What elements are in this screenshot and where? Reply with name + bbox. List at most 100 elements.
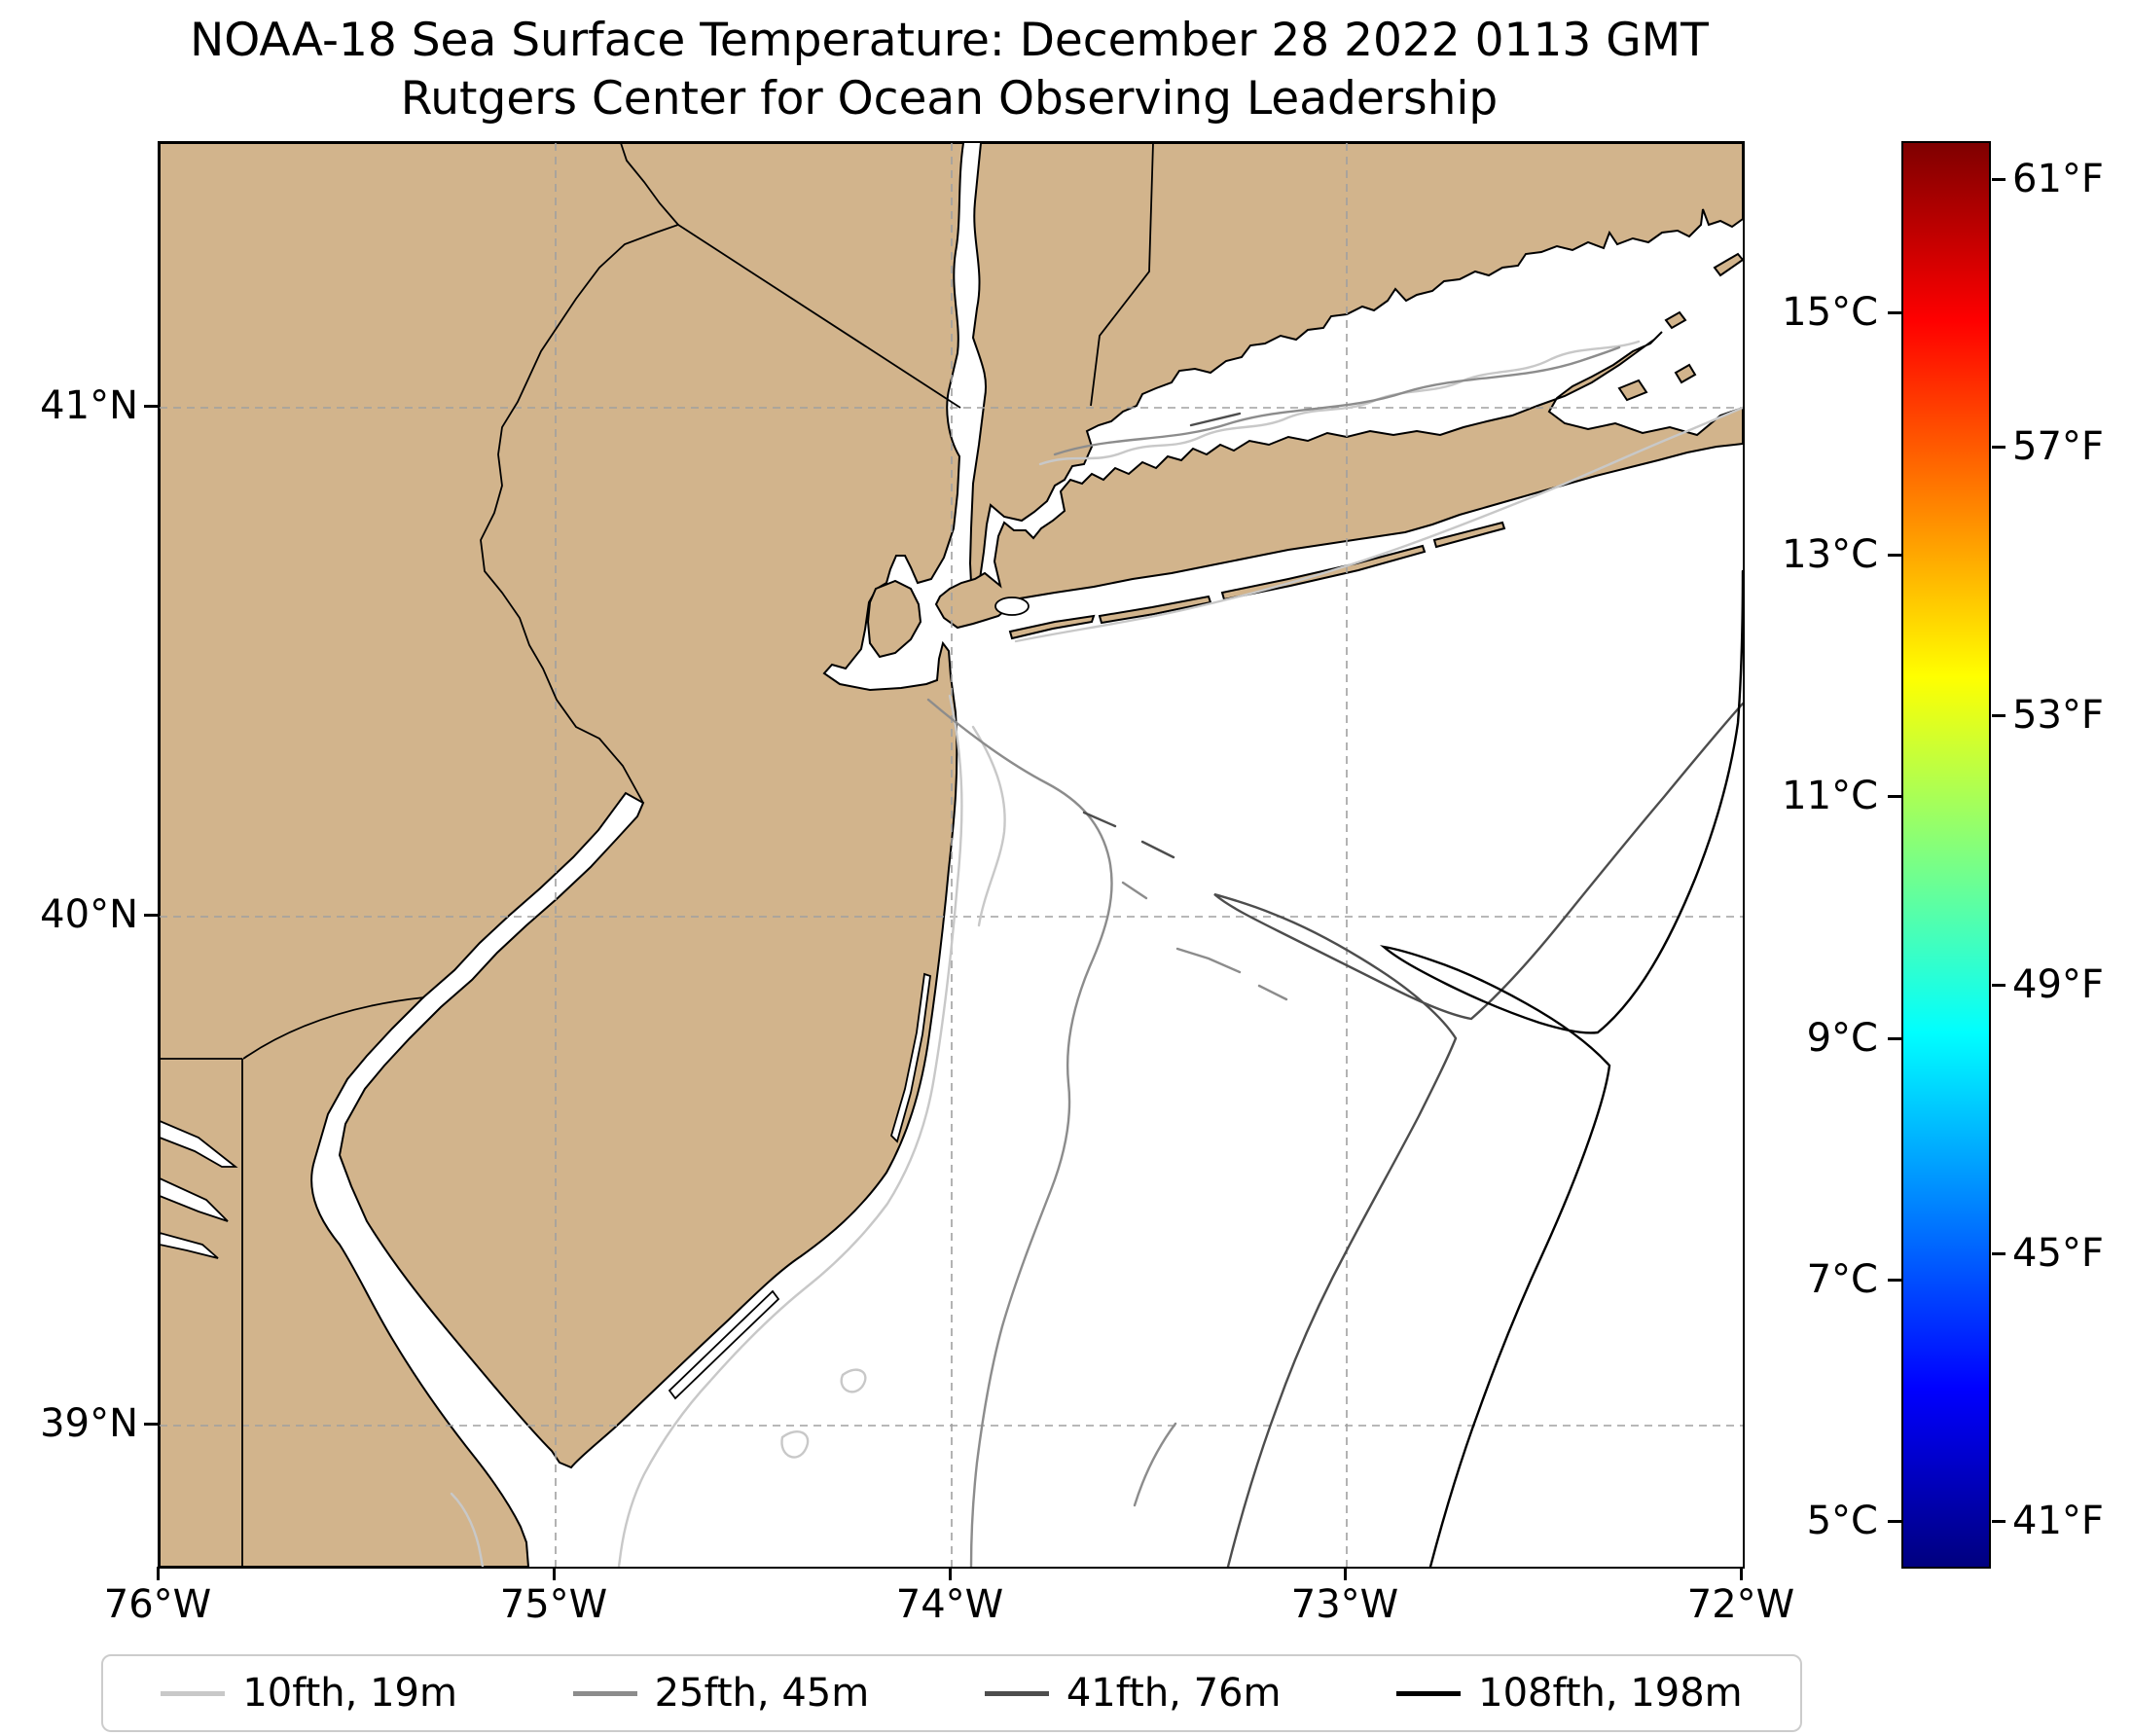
colorbar-tick-c — [1888, 554, 1901, 557]
y-axis-tick — [144, 405, 158, 408]
contour-10fth — [450, 1492, 485, 1567]
connecticut-mainland-coastline-path — [968, 143, 1743, 585]
colorbar-label-45f: 45°F — [2012, 1231, 2104, 1276]
y-tick-label-41n: 41°N — [40, 383, 138, 428]
contour-10fth — [617, 694, 963, 1567]
jamaica-bay — [994, 597, 1030, 616]
contour-41fth — [1082, 811, 1117, 828]
legend-label-108fth: 108fth, 198m — [1478, 1671, 1743, 1716]
x-tick-label-74w: 74°W — [895, 1582, 1004, 1627]
y-axis-tick — [144, 1423, 158, 1426]
x-tick-label-73w: 73°W — [1290, 1582, 1399, 1627]
colorbar-label-49f: 49°F — [2012, 962, 2104, 1007]
colorbar-label-11c: 11°C — [1782, 774, 1878, 818]
y-axis-tick — [144, 914, 158, 917]
inland-water-layer — [160, 597, 1030, 1400]
x-axis-tick — [1344, 1567, 1347, 1580]
colorbar-label-61f: 61°F — [2012, 157, 2104, 201]
contour-25fth — [1257, 984, 1288, 1001]
colorbar-label-15c: 15°C — [1782, 290, 1878, 335]
contour-10fth — [780, 1430, 810, 1459]
x-tick-label-72w: 72°W — [1686, 1582, 1795, 1627]
map-plot-area — [158, 141, 1745, 1569]
colorbar-tick-f — [1992, 1520, 2006, 1523]
contour-25fth — [1121, 881, 1148, 900]
colorbar-label-57f: 57°F — [2012, 424, 2104, 469]
barrier-island — [1008, 614, 1096, 640]
legend-label-41fth: 41fth, 76m — [1066, 1671, 1282, 1716]
barrier-island — [1098, 595, 1212, 625]
island — [1674, 363, 1697, 384]
barnegat-bay-lagoon — [889, 972, 931, 1143]
colorbar-tick-f — [1992, 446, 2006, 449]
contour-10fth — [971, 725, 1006, 927]
figure-title-block: NOAA-18 Sea Surface Temperature: Decembe… — [158, 12, 1741, 128]
legend-item-25fth: 25fth, 45m — [572, 1671, 870, 1716]
md-de-border — [160, 996, 425, 1567]
x-axis-tick — [157, 1567, 160, 1580]
contour-25fth — [926, 698, 1113, 1567]
island — [1664, 310, 1687, 330]
contour-25fth — [1133, 1422, 1177, 1507]
legend-line-108fth — [1396, 1690, 1462, 1696]
land-layer — [160, 143, 1743, 1567]
barrier-island — [1432, 521, 1506, 549]
colorbar-tick-c — [1888, 1279, 1901, 1282]
colorbar-label-13c: 13°C — [1782, 532, 1878, 577]
x-axis-tick — [553, 1567, 556, 1580]
colorbar-label-5c: 5°C — [1806, 1499, 1878, 1543]
x-tick-label-76w: 76°W — [103, 1582, 212, 1627]
contour-108fth — [1379, 569, 1743, 1567]
contour-41fth — [1140, 840, 1175, 859]
delaware-river-border — [480, 143, 680, 804]
state-borders-layer — [160, 143, 1154, 1567]
colorbar-tick-f — [1992, 1252, 2006, 1255]
legend-line-41fth — [984, 1690, 1049, 1696]
legend-label-10fth: 10fth, 19m — [242, 1671, 457, 1716]
contour-41fth — [1213, 702, 1743, 1567]
legend-item-41fth: 41fth, 76m — [984, 1671, 1282, 1716]
colorbar-label-9c: 9°C — [1806, 1016, 1878, 1061]
nj-ny-border — [677, 224, 961, 409]
legend-item-108fth: 108fth, 198m — [1396, 1671, 1743, 1716]
colorbar-label-41f: 41°F — [2012, 1499, 2104, 1543]
contour-10fth-layer — [450, 340, 1743, 1567]
page-title: NOAA-18 Sea Surface Temperature: Decembe… — [190, 14, 1709, 67]
y-tick-label-39n: 39°N — [40, 1401, 138, 1446]
colorbar-tick-f — [1992, 984, 2006, 987]
contour-25fth — [1053, 345, 1621, 456]
south-jersey-lagoon — [668, 1289, 780, 1400]
colorbar-tick-f — [1992, 714, 2006, 717]
chesapeake-inlet — [160, 1120, 238, 1168]
contour-10fth — [1038, 340, 1641, 466]
colorbar-label-7c: 7°C — [1806, 1257, 1878, 1302]
colorbar-label-53f: 53°F — [2012, 693, 2104, 738]
map-canvas — [160, 143, 1743, 1567]
ny-ct-border — [1090, 143, 1154, 407]
colorbar-tick-c — [1888, 1520, 1901, 1523]
chesapeake-inlet — [160, 1232, 219, 1259]
legend-label-25fth: 25fth, 45m — [654, 1671, 870, 1716]
mainland-west-coastline-path — [160, 143, 965, 1567]
contour-25fth — [1175, 947, 1242, 974]
chesapeake-inlet — [160, 1177, 229, 1222]
island — [1617, 379, 1648, 402]
page-subtitle: Rutgers Center for Ocean Observing Leade… — [400, 72, 1499, 127]
x-axis-tick — [949, 1567, 952, 1580]
graticule-layer — [160, 143, 1743, 1567]
staten-island-path — [866, 579, 922, 659]
legend-item-10fth: 10fth, 19m — [161, 1671, 457, 1716]
contour-41fth-layer — [1082, 412, 1743, 1567]
x-axis-tick — [1740, 1567, 1743, 1580]
contour-25fth-layer — [926, 345, 1621, 1567]
colorbar-tick-c — [1888, 1037, 1901, 1040]
contour-41fth — [1189, 412, 1242, 427]
long-island-coastline-path — [934, 331, 1743, 630]
island — [1713, 252, 1743, 277]
legend-line-10fth — [161, 1690, 226, 1696]
colorbar-tick-c — [1888, 311, 1901, 314]
y-tick-label-40n: 40°N — [40, 892, 138, 937]
legend: 10fth, 19m 25fth, 45m 41fth, 76m 108fth,… — [101, 1654, 1802, 1732]
colorbar-gradient — [1901, 141, 1991, 1569]
contour-108fth-layer — [1379, 569, 1743, 1567]
